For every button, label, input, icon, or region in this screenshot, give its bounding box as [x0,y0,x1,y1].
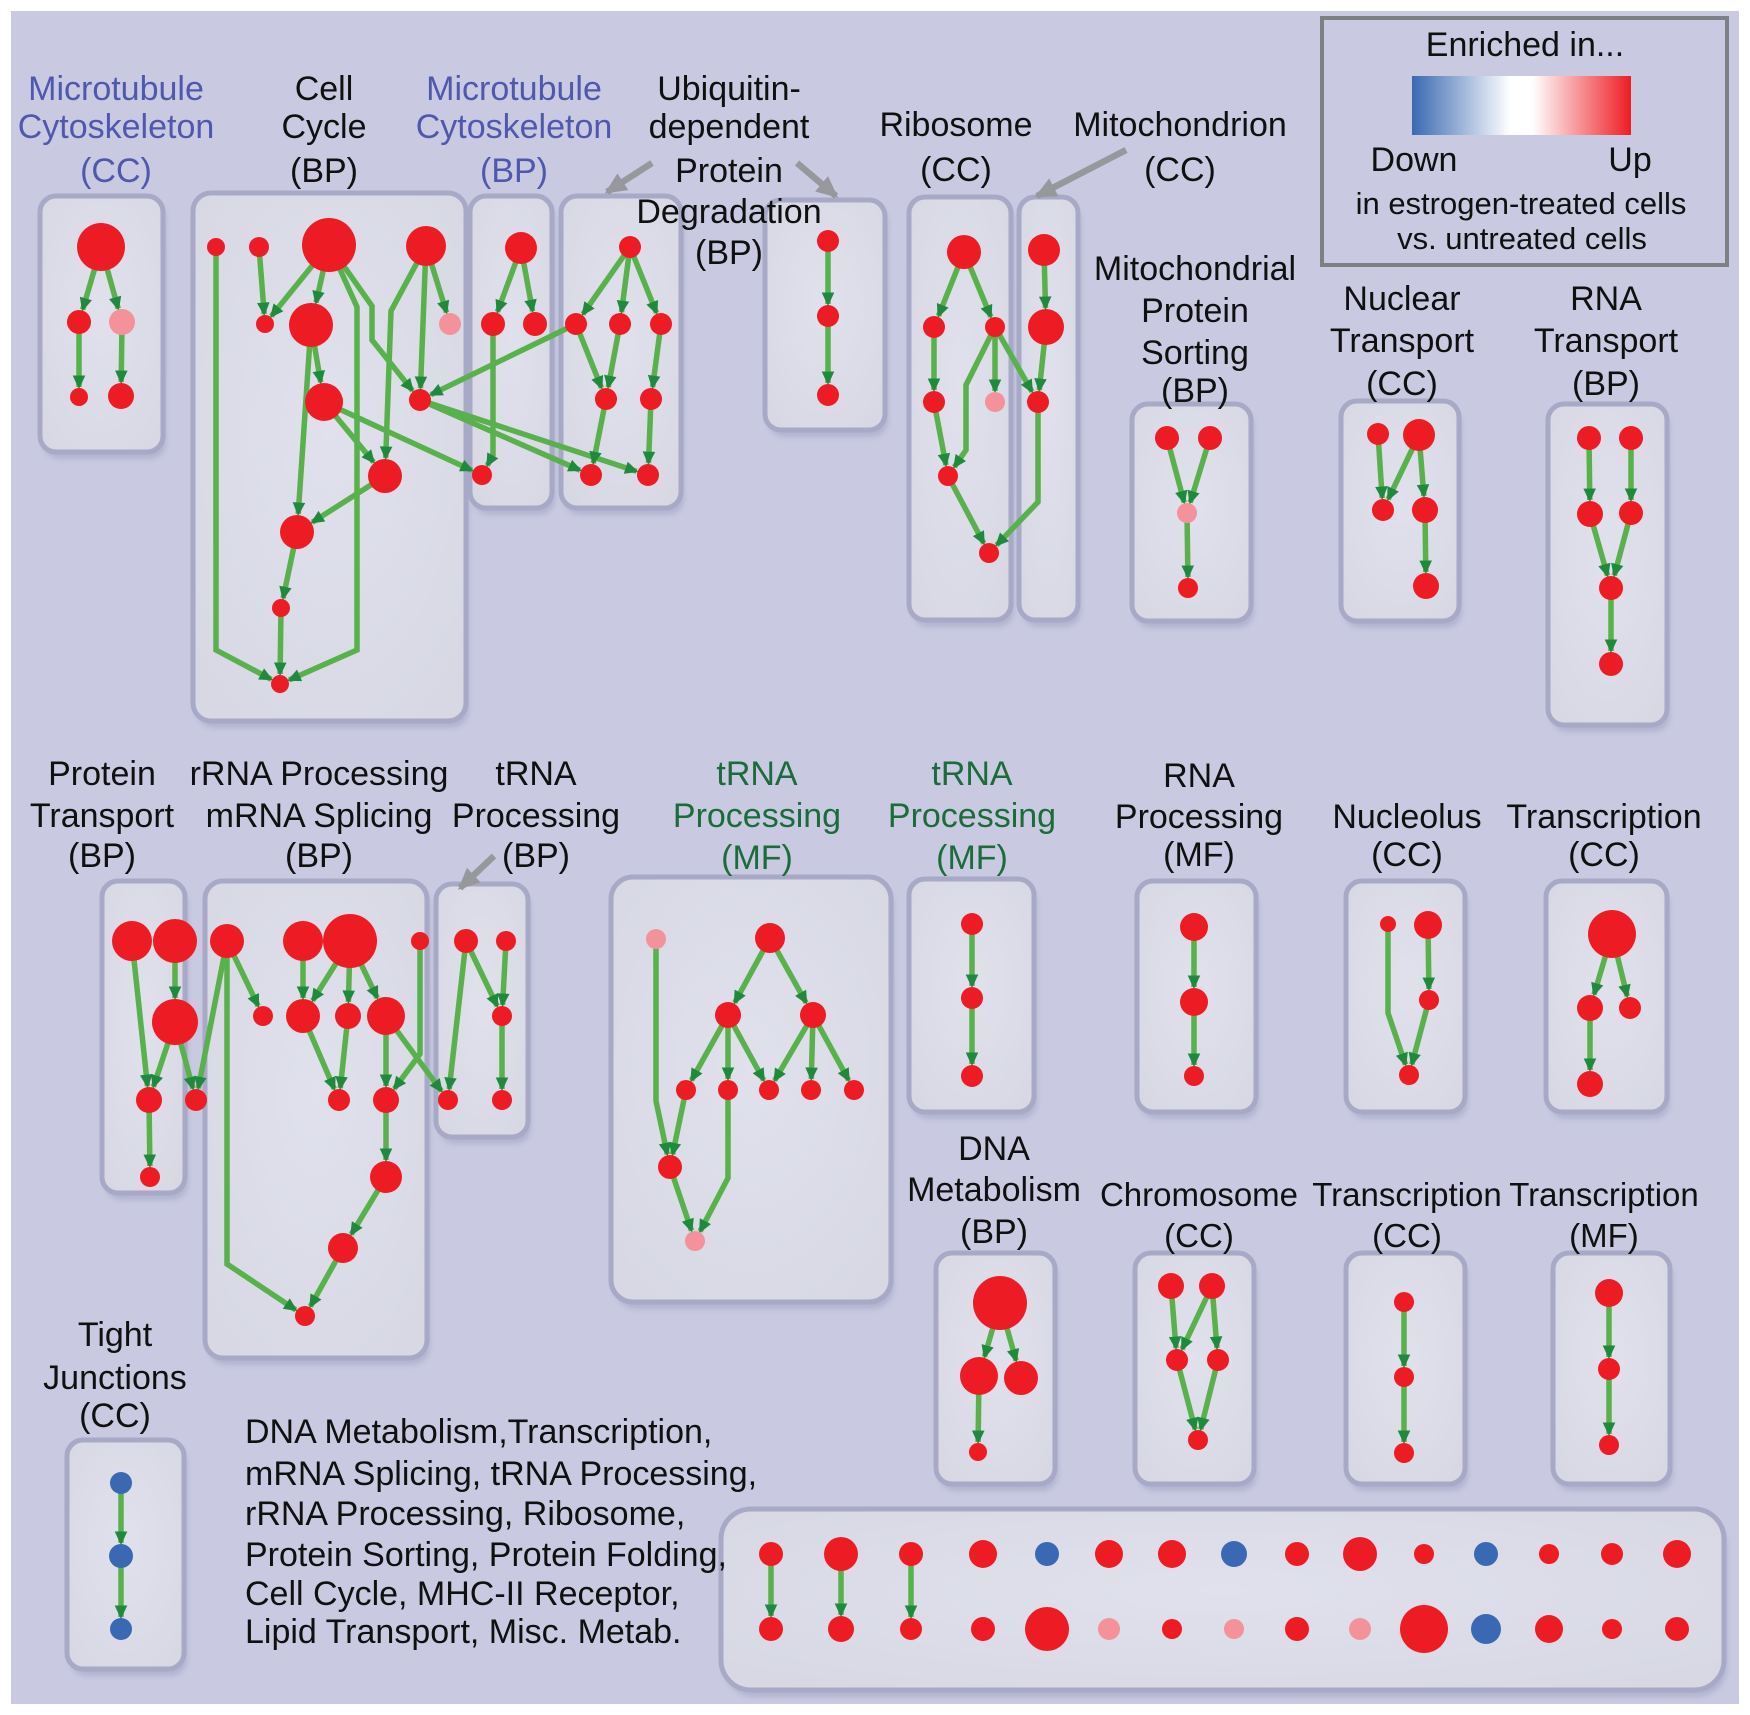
svg-text:Degradation: Degradation [636,193,821,231]
svg-text:Transport: Transport [1534,322,1679,360]
svg-text:Processing: Processing [452,797,620,835]
svg-text:(BP): (BP) [502,837,570,875]
svg-text:Enriched in...: Enriched in... [1426,26,1624,64]
svg-text:Mitochondrion: Mitochondrion [1073,106,1287,144]
svg-text:(CC): (CC) [1372,1217,1442,1254]
svg-text:rRNA Processing, Ribosome,: rRNA Processing, Ribosome, [245,1495,685,1533]
svg-text:(CC): (CC) [80,152,152,190]
svg-text:Cycle: Cycle [281,108,366,146]
svg-text:Down: Down [1371,141,1458,179]
svg-text:Nucleolus: Nucleolus [1332,798,1481,836]
svg-text:Up: Up [1608,141,1651,179]
svg-text:Lipid Transport, Misc. Metab.: Lipid Transport, Misc. Metab. [245,1613,682,1651]
svg-text:(CC): (CC) [1568,836,1640,874]
svg-text:(CC): (CC) [79,1397,151,1435]
svg-text:(MF): (MF) [936,839,1008,877]
svg-text:(BP): (BP) [960,1213,1028,1251]
svg-text:Protein Sorting, Protein Foldi: Protein Sorting, Protein Folding, [245,1536,727,1574]
svg-text:tRNA: tRNA [931,755,1013,793]
svg-text:Protein: Protein [675,152,783,190]
svg-text:rRNA Processing: rRNA Processing [190,755,449,793]
svg-text:Junctions: Junctions [43,1359,187,1397]
svg-text:Cytoskeleton: Cytoskeleton [18,108,215,146]
svg-text:Cell: Cell [295,70,354,108]
svg-text:Processing: Processing [888,797,1056,835]
svg-text:RNA: RNA [1163,757,1235,795]
svg-text:Transcription: Transcription [1509,1176,1699,1213]
svg-text:(CC): (CC) [1371,836,1443,874]
svg-text:Transport: Transport [30,797,175,835]
svg-text:(BP): (BP) [68,837,136,875]
svg-text:Metabolism: Metabolism [907,1171,1081,1209]
svg-text:(CC): (CC) [1164,1217,1234,1254]
svg-text:Cell Cycle, MHC-II Receptor,: Cell Cycle, MHC-II Receptor, [245,1575,680,1613]
svg-text:tRNA: tRNA [716,755,798,793]
svg-text:Chromosome: Chromosome [1100,1176,1298,1213]
svg-text:Processing: Processing [673,797,841,835]
svg-text:(BP): (BP) [695,234,763,272]
svg-text:Microtubule: Microtubule [426,70,602,108]
svg-text:mRNA Splicing: mRNA Splicing [206,797,433,835]
svg-text:(BP): (BP) [1572,365,1640,403]
svg-text:in estrogen-treated cells: in estrogen-treated cells [1356,186,1687,221]
svg-text:dependent: dependent [649,108,810,146]
svg-text:Ubiquitin-: Ubiquitin- [657,70,801,108]
svg-text:RNA: RNA [1570,280,1642,318]
svg-text:(CC): (CC) [1144,151,1216,189]
svg-text:(BP): (BP) [285,837,353,875]
svg-text:Processing: Processing [1115,798,1283,836]
svg-text:Nuclear: Nuclear [1343,280,1460,318]
svg-text:Transport: Transport [1330,322,1475,360]
svg-text:Sorting: Sorting [1141,334,1249,372]
svg-text:(BP): (BP) [1161,372,1229,410]
svg-text:Transcription: Transcription [1312,1176,1502,1213]
svg-text:mRNA Splicing, tRNA Processing: mRNA Splicing, tRNA Processing, [245,1455,757,1493]
svg-text:Mitochondrial: Mitochondrial [1094,250,1296,288]
svg-text:DNA Metabolism,Transcription,: DNA Metabolism,Transcription, [245,1413,712,1451]
svg-text:Tight: Tight [78,1316,153,1354]
svg-text:(MF): (MF) [721,839,793,877]
svg-text:Microtubule: Microtubule [28,70,204,108]
svg-text:Ribosome: Ribosome [879,106,1032,144]
svg-text:(CC): (CC) [920,151,992,189]
svg-text:(MF): (MF) [1163,836,1235,874]
svg-text:vs. untreated cells: vs. untreated cells [1397,221,1647,256]
svg-text:Transcription: Transcription [1506,798,1701,836]
svg-text:Protein: Protein [1141,292,1249,330]
svg-text:(CC): (CC) [1366,365,1438,403]
svg-text:Protein: Protein [48,755,156,793]
svg-text:(BP): (BP) [290,152,358,190]
svg-text:Cytoskeleton: Cytoskeleton [416,108,613,146]
svg-text:DNA: DNA [958,1130,1030,1168]
svg-text:tRNA: tRNA [495,755,577,793]
svg-text:(BP): (BP) [480,152,548,190]
svg-text:(MF): (MF) [1569,1217,1639,1254]
